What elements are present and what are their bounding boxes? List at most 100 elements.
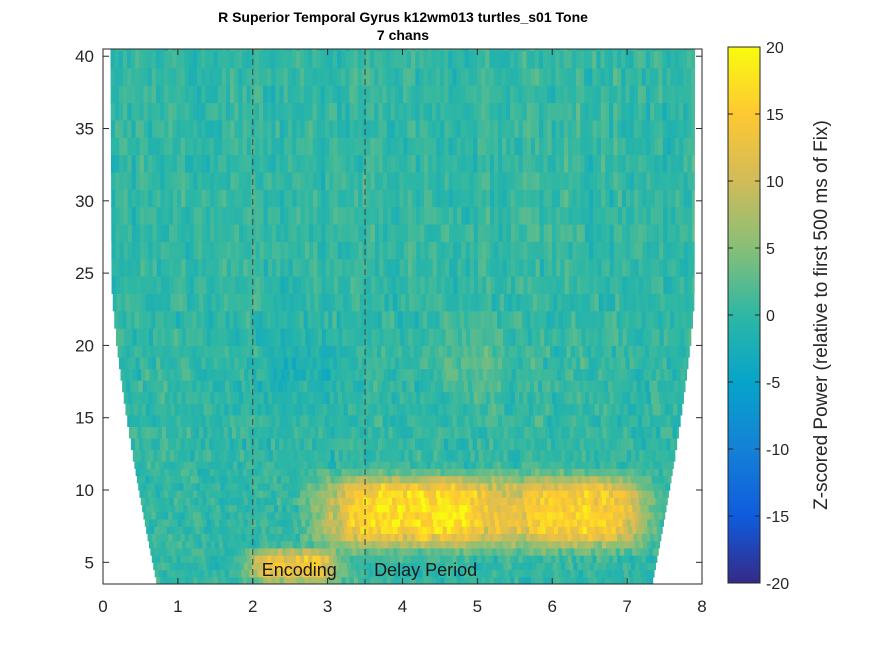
heatmap-cell <box>147 533 153 542</box>
heatmap-cell <box>353 576 359 584</box>
heatmap-cell <box>610 426 616 439</box>
heatmap-cell <box>452 171 458 190</box>
heatmap-cell <box>611 345 617 358</box>
heatmap-cell <box>469 223 475 242</box>
heatmap-cell <box>281 403 287 416</box>
heatmap-cell <box>292 576 297 584</box>
heatmap-cell <box>203 504 209 513</box>
heatmap-cell <box>230 189 236 208</box>
heatmap-cell <box>452 356 458 370</box>
heatmap-cell <box>193 206 199 225</box>
heatmap-cell <box>645 533 651 542</box>
heatmap-cell <box>179 504 184 513</box>
heatmap-cell <box>461 258 467 277</box>
heatmap-cell <box>387 328 393 347</box>
heatmap-cell <box>127 241 133 260</box>
heatmap-cell <box>411 189 417 208</box>
heatmap-cell <box>172 511 177 520</box>
heatmap-cell <box>296 356 301 370</box>
heatmap-cell <box>468 490 474 498</box>
heatmap-cell <box>199 426 204 439</box>
heatmap-cell <box>177 258 183 277</box>
heatmap-cell <box>210 206 215 225</box>
heatmap-cell <box>669 482 671 491</box>
heatmap-cell <box>576 189 582 208</box>
heatmap-cell <box>412 497 418 506</box>
heatmap-cell <box>146 482 152 491</box>
heatmap-cell <box>492 461 498 469</box>
heatmap-cell <box>459 547 464 556</box>
heatmap-cell <box>652 526 658 534</box>
heatmap-cell <box>313 562 319 571</box>
heatmap-cell <box>185 241 191 260</box>
heatmap-cell <box>313 518 319 527</box>
heatmap-cell <box>329 391 335 404</box>
heatmap-cell <box>263 223 269 242</box>
heatmap-cell <box>481 511 486 520</box>
heatmap-cell <box>613 414 618 427</box>
heatmap-cell <box>316 437 321 451</box>
heatmap-cell <box>345 511 350 520</box>
heatmap-cell <box>609 206 615 225</box>
heatmap-cell <box>683 189 689 208</box>
heatmap-cell <box>347 293 353 312</box>
heatmap-cell <box>216 380 222 393</box>
heatmap-cell <box>174 293 180 312</box>
heatmap-cell <box>324 490 330 498</box>
heatmap-cell <box>560 276 566 294</box>
heatmap-cell <box>231 426 237 439</box>
heatmap-cell <box>122 310 128 329</box>
heatmap-cell <box>127 223 133 242</box>
heatmap-cell <box>495 368 500 381</box>
heatmap-cell <box>619 403 625 416</box>
heatmap-cell <box>653 380 659 393</box>
heatmap-cell <box>198 497 204 506</box>
heatmap-cell <box>472 437 478 451</box>
heatmap-cell <box>567 490 573 498</box>
heatmap-cell <box>367 540 372 549</box>
heatmap-cell <box>624 310 630 329</box>
heatmap-cell <box>189 276 195 294</box>
heatmap-cell <box>521 345 526 358</box>
heatmap-cell <box>172 171 178 190</box>
heatmap-cell <box>510 206 516 225</box>
heatmap-cell <box>519 518 525 527</box>
heatmap-cell <box>411 414 417 427</box>
heatmap-cell <box>288 171 293 190</box>
heatmap-cell <box>489 437 494 451</box>
heatmap-cell <box>608 380 613 393</box>
heatmap-cell <box>271 206 277 225</box>
heatmap-cell <box>679 391 684 404</box>
heatmap-cell <box>157 426 163 439</box>
heatmap-cell <box>280 241 285 260</box>
heatmap-cell <box>358 540 364 549</box>
heatmap-cell <box>576 206 582 225</box>
heatmap-cell <box>479 526 485 534</box>
heatmap-cell <box>572 206 578 225</box>
heatmap-cell <box>150 547 156 556</box>
heatmap-cell <box>341 576 347 584</box>
heatmap-cell <box>275 206 281 225</box>
heatmap-cell <box>301 368 307 381</box>
heatmap-cell <box>560 562 566 571</box>
heatmap-cell <box>477 189 483 208</box>
heatmap-cell <box>494 391 500 404</box>
heatmap-cell <box>581 475 587 484</box>
heatmap-cell <box>479 426 484 439</box>
heatmap-cell <box>190 328 195 347</box>
heatmap-cell <box>675 276 681 294</box>
heatmap-cell <box>346 475 352 484</box>
heatmap-cell <box>637 356 643 370</box>
heatmap-cell <box>537 482 543 491</box>
heatmap-cell <box>132 258 137 277</box>
heatmap-cell <box>364 547 370 556</box>
heatmap-cell <box>451 569 456 578</box>
heatmap-cell <box>630 241 635 260</box>
heatmap-cell <box>136 241 141 260</box>
heatmap-cell <box>656 547 659 556</box>
heatmap-cell <box>256 449 262 462</box>
heatmap-cell <box>182 562 187 571</box>
heatmap-cell <box>572 576 577 584</box>
heatmap-cell <box>668 426 674 439</box>
heatmap-cell <box>457 189 462 208</box>
